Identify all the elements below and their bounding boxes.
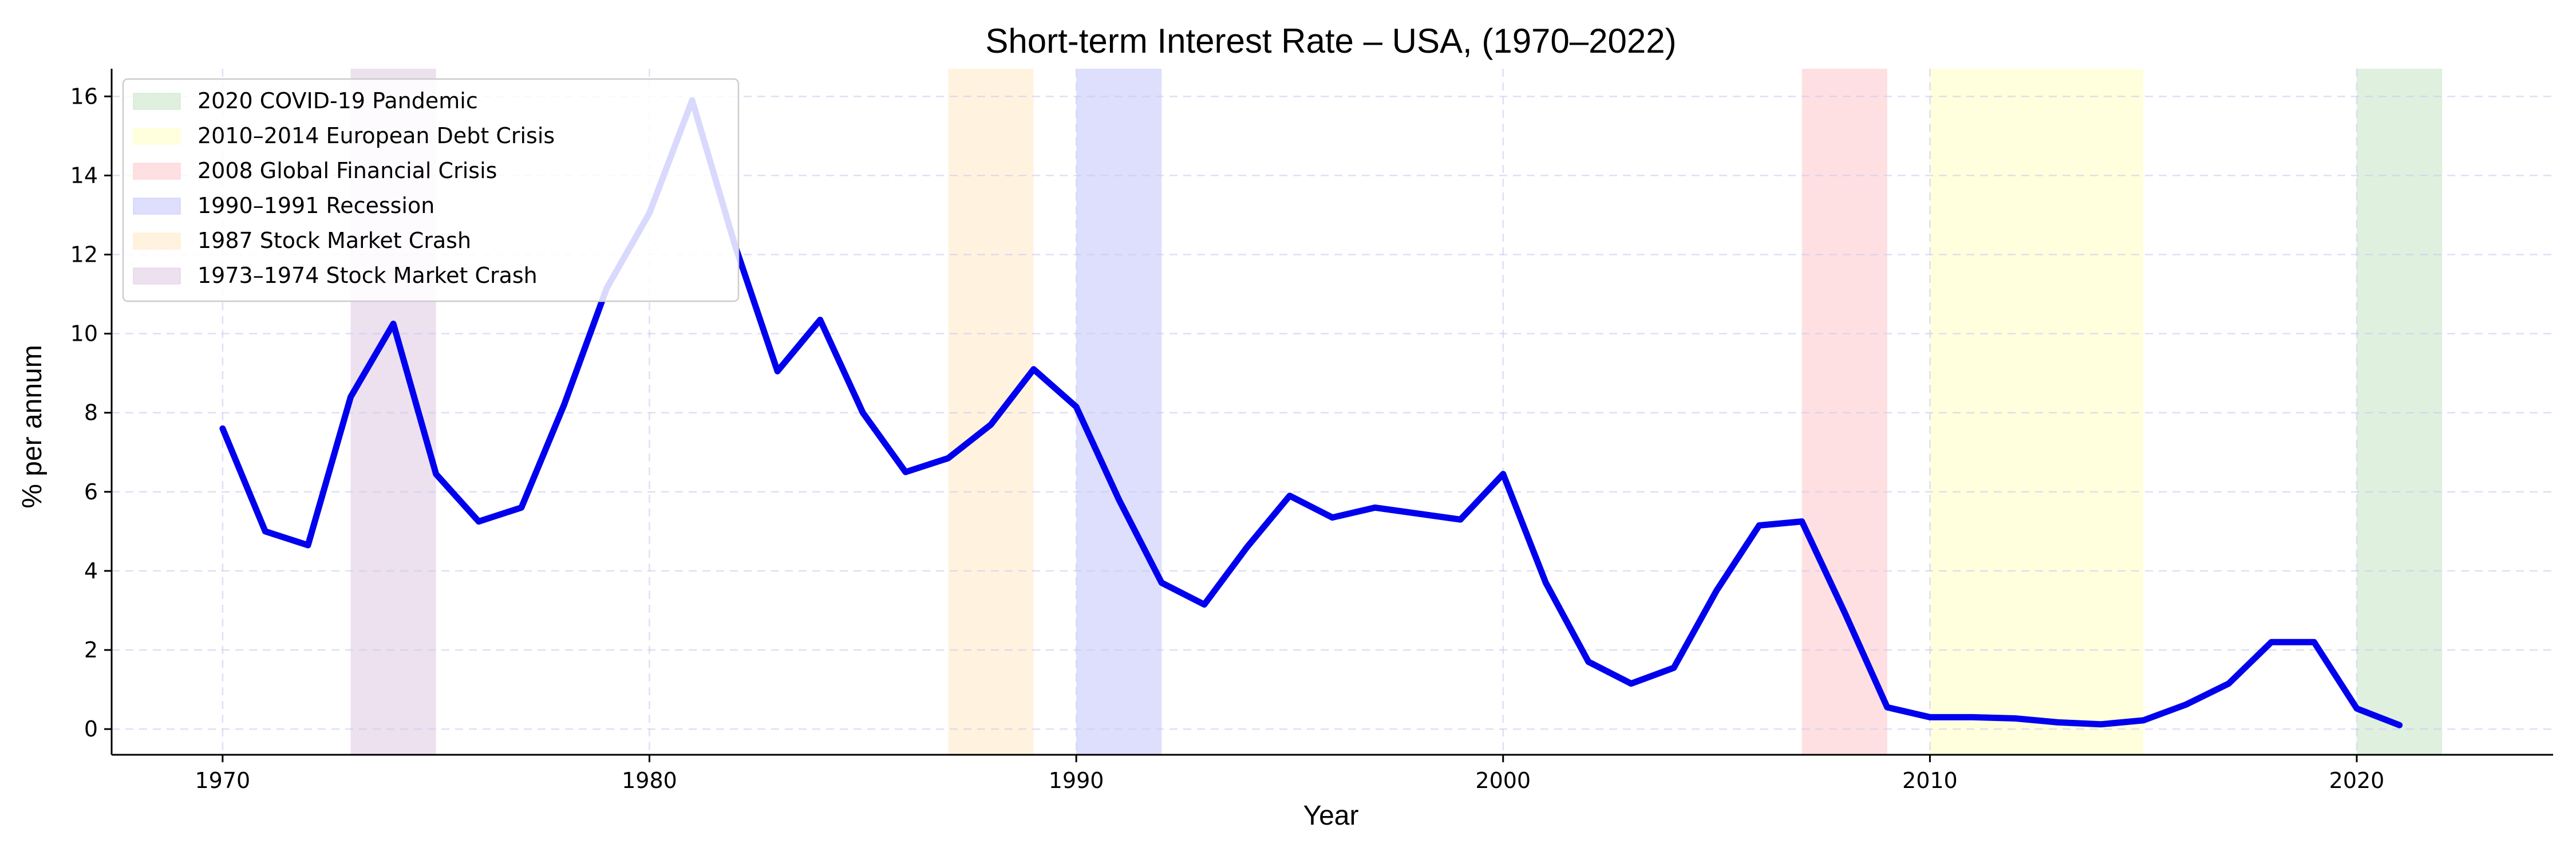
data-point-1996 <box>1332 517 1333 518</box>
data-point-2013 <box>2058 722 2059 723</box>
series-line-0 <box>219 97 2403 728</box>
y-tick-label-14: 14 <box>70 163 98 188</box>
data-point-2011 <box>1972 717 1973 718</box>
y-tick-label-2: 2 <box>84 637 98 663</box>
y-tick-label-12: 12 <box>70 242 98 267</box>
x-axis-ticks: 1970 1980 1990 2000 2010 2020 <box>195 755 2385 793</box>
legend-label-5: 1973–1974 Stock Market Crash <box>197 263 538 288</box>
x-tick-label-1970: 1970 <box>195 768 251 793</box>
legend-label-1: 2010–2014 European Debt Crisis <box>197 123 555 148</box>
data-point-2006 <box>1759 525 1760 526</box>
x-tick-label-2000: 2000 <box>1475 768 1531 793</box>
y-axis-ticks: 0 2 4 6 8 10 12 14 16 <box>70 84 112 742</box>
legend-swatch-0 <box>133 93 181 110</box>
x-tick-label-2020: 2020 <box>2329 768 2385 793</box>
x-tick-label-1980: 1980 <box>622 768 677 793</box>
legend-swatch-2 <box>133 163 181 180</box>
data-point-1995 <box>1289 495 1290 496</box>
y-axis-label: % per annum <box>17 345 48 509</box>
data-point-1988 <box>990 424 991 425</box>
series-layer <box>219 97 2403 728</box>
legend-label-0: 2020 COVID-19 Pandemic <box>197 88 478 113</box>
data-point-1983 <box>777 371 778 372</box>
data-point-2008 <box>1844 612 1845 613</box>
legend: 2020 COVID-19 Pandemic 2010–2014 European… <box>122 78 740 302</box>
shade-4 <box>948 69 1034 755</box>
y-tick-label-4: 4 <box>84 558 98 584</box>
shade-0 <box>2357 69 2443 755</box>
data-point-2005 <box>1716 590 1717 591</box>
y-tick-label-0: 0 <box>84 716 98 742</box>
data-point-2002 <box>1588 661 1589 662</box>
legend-label-3: 1990–1991 Recession <box>197 193 434 218</box>
x-tick-label-2010: 2010 <box>1902 768 1958 793</box>
data-point-2007 <box>1801 521 1802 522</box>
data-point-1992 <box>1161 582 1162 583</box>
axes <box>110 69 2553 756</box>
data-point-1972 <box>307 545 308 546</box>
data-point-2021 <box>2399 725 2400 726</box>
x-tick-label-1990: 1990 <box>1049 768 1104 793</box>
x-axis-label: Year <box>1303 801 1359 831</box>
shaded-periods <box>350 69 2443 755</box>
data-point-1987 <box>948 458 949 459</box>
y-tick-label-8: 8 <box>84 400 98 425</box>
y-tick-label-6: 6 <box>84 479 98 505</box>
legend-swatch-1 <box>133 128 181 145</box>
y-tick-label-10: 10 <box>70 321 98 346</box>
shade-2 <box>1801 69 1887 755</box>
shade-3 <box>1076 69 1162 755</box>
data-point-1998 <box>1417 513 1418 514</box>
data-point-1997 <box>1375 507 1376 508</box>
data-point-1970 <box>222 428 223 429</box>
legend-label-4: 1987 Stock Market Crash <box>197 228 471 253</box>
legend-swatch-3 <box>133 198 181 215</box>
data-point-1999 <box>1460 519 1461 520</box>
legend-box <box>122 78 740 302</box>
data-point-2012 <box>2015 718 2016 719</box>
y-tick-label-16: 16 <box>70 84 98 109</box>
chart-title: Short-term Interest Rate – USA, (1970–20… <box>985 22 1676 60</box>
shade-1 <box>1930 69 2144 755</box>
legend-swatch-4 <box>133 233 181 250</box>
legend-label-2: 2008 Global Financial Crisis <box>197 158 497 183</box>
legend-swatch-5 <box>133 267 181 285</box>
